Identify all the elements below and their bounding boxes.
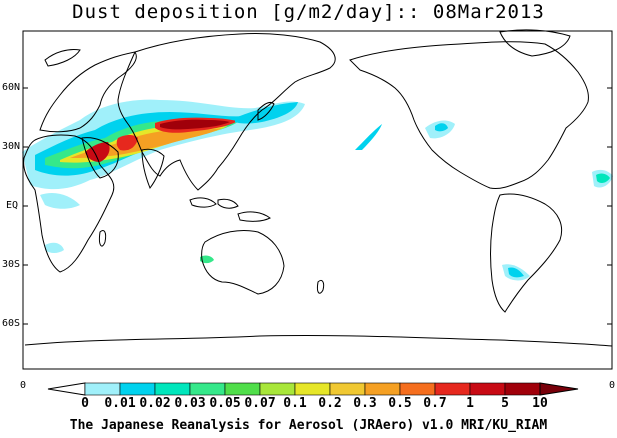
colorbar-tick-label: 5 bbox=[501, 396, 509, 411]
colorbar-segment bbox=[364, 382, 401, 396]
colorbar-segment bbox=[329, 382, 366, 396]
colorbar-segment bbox=[294, 382, 331, 396]
colorbar-arrow-high bbox=[539, 382, 579, 396]
colorbar-arrow-low bbox=[47, 382, 86, 396]
dust-deposition-field bbox=[22, 99, 613, 281]
colorbar-segment bbox=[189, 382, 226, 396]
footer-credit: The Japanese Reanalysis for Aerosol (JRA… bbox=[69, 418, 548, 433]
colorbar-tick-label: 0.7 bbox=[423, 396, 447, 411]
edge-label-left: 0 bbox=[20, 380, 27, 391]
colorbar-segment bbox=[434, 382, 471, 396]
lat-label-30s: 30S bbox=[2, 259, 21, 270]
colorbar-segment bbox=[84, 382, 121, 396]
colorbar-segment bbox=[259, 382, 296, 396]
colorbar-tick-label: 0.3 bbox=[353, 396, 377, 411]
colorbar-tick-label: 0.03 bbox=[174, 396, 206, 411]
colorbar-segment bbox=[119, 382, 156, 396]
colorbar-tick-label: 0.02 bbox=[139, 396, 171, 411]
colorbar-tick-label: 0.2 bbox=[318, 396, 342, 411]
lat-label-eq: EQ bbox=[6, 200, 19, 211]
colorbar-tick-label: 0.1 bbox=[283, 396, 307, 411]
colorbar-segment bbox=[224, 382, 261, 396]
map-title: Dust deposition [g/m2/day]:: 08Mar2013 bbox=[72, 1, 545, 23]
edge-label-right: 0 bbox=[609, 380, 616, 391]
lat-label-60n: 60N bbox=[2, 82, 21, 93]
colorbar-tick-label: 10 bbox=[532, 396, 548, 411]
colorbar-tick-label: 1 bbox=[466, 396, 474, 411]
colorbar-tick-label: 0 bbox=[81, 396, 89, 411]
map-frame bbox=[22, 30, 613, 370]
colorbar-segment bbox=[469, 382, 506, 396]
lat-label-30n: 30N bbox=[2, 141, 21, 152]
lat-label-60s: 60S bbox=[2, 318, 21, 329]
colorbar-tick-label: 0.5 bbox=[388, 396, 412, 411]
colorbar-tick-label: 0.05 bbox=[209, 396, 241, 411]
colorbar-tick-label: 0.01 bbox=[104, 396, 136, 411]
coastlines bbox=[23, 29, 613, 347]
colorbar-segment bbox=[504, 382, 541, 396]
colorbar-segment bbox=[154, 382, 191, 396]
colorbar-tick-label: 0.07 bbox=[244, 396, 276, 411]
colorbar-segment bbox=[399, 382, 436, 396]
